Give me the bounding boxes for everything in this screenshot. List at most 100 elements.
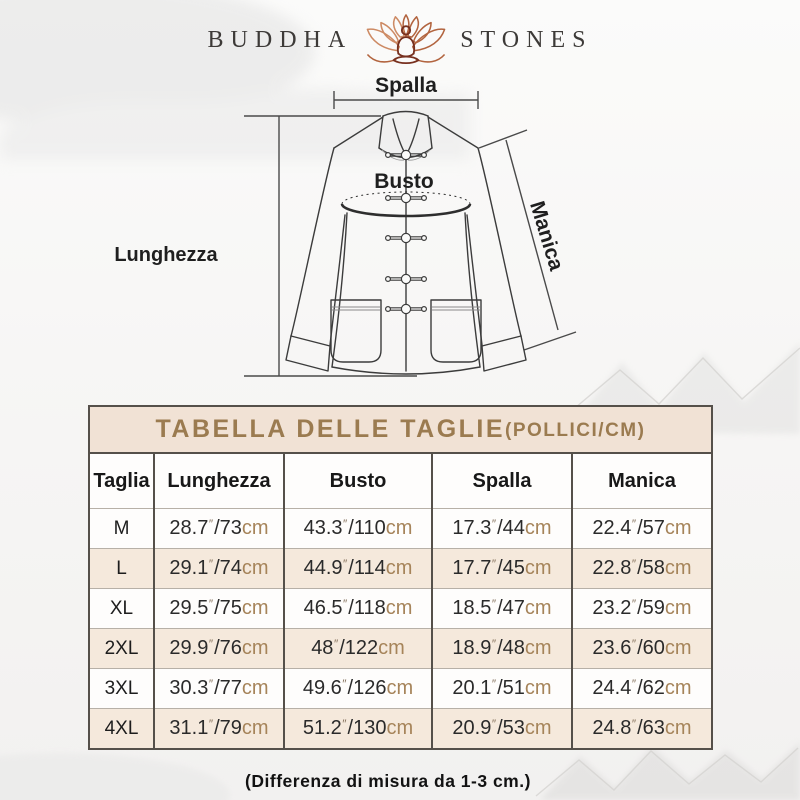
cm-unit: cm [524, 637, 552, 659]
size-value: M [90, 508, 154, 549]
column-header-spalla: Spalla [431, 454, 572, 509]
size-table: TABELLA DELLE TAGLIE (POLLICI/CM) Taglia … [88, 405, 713, 750]
bust-value: 46.5″/118cm [283, 588, 432, 629]
size-value: L [90, 548, 154, 589]
cm-unit: cm [386, 677, 414, 699]
bust-value: 44.9″/114cm [283, 548, 432, 589]
cm-unit: cm [378, 637, 405, 659]
sleeve-value: 24.8″/63cm [571, 708, 711, 748]
size-table-header-row: Taglia Lunghezza Busto Spalla Manica [90, 454, 711, 509]
brand-logo: BUDDHA STONES [0, 12, 800, 68]
length-value: 29.5″/75cm [153, 588, 284, 629]
size-value: 2XL [90, 628, 154, 669]
measure-tolerance-note: (Differenza di misura da 1-3 cm.) [245, 771, 531, 791]
inch-mark: ″ [491, 677, 497, 691]
cm-unit: cm [385, 597, 413, 619]
cm-unit: cm [524, 517, 552, 539]
cm-unit: cm [664, 557, 692, 579]
shoulder-measure-line [333, 91, 479, 109]
cm-unit: cm [664, 717, 692, 739]
cm-unit: cm [524, 677, 552, 699]
inch-mark: ″ [631, 517, 637, 531]
inch-mark: ″ [491, 717, 497, 731]
size-value: 4XL [104, 717, 139, 739]
cm-unit: cm [524, 557, 552, 579]
sleeve-value: 22.8″/58cm [571, 548, 711, 589]
bust-value: 49.6″/126cm [283, 668, 432, 709]
sleeve-value: 23.2″/59cm [571, 588, 711, 629]
shoulder-value: 20.1″/51cm [431, 668, 572, 709]
shoulder-value: 18.5″/47cm [431, 588, 572, 629]
bust-label: Busto [374, 170, 434, 193]
length-measure-line [244, 115, 417, 377]
column-header-lunghezza: Lunghezza [153, 454, 284, 509]
inch-mark: ″ [343, 597, 348, 611]
frog-button [385, 232, 428, 244]
inch-mark: ″ [491, 597, 497, 611]
cm-unit: cm [386, 717, 414, 739]
brand-name-left: BUDDHA [207, 26, 353, 53]
inch-mark: ″ [208, 557, 214, 571]
cm-unit: cm [524, 717, 552, 739]
cm-unit: cm [241, 597, 269, 619]
table-row: L 29.1″/74cm 44.9″/114cm 17.7″/45cm 22.8… [90, 548, 711, 589]
size-table-title-text: TABELLA DELLE TAGLIE [155, 415, 506, 443]
size-value: 3XL [90, 668, 154, 709]
length-value: 29.1″/74cm [153, 548, 284, 589]
cm-unit: cm [241, 637, 269, 659]
table-row: M 28.7″/73cm 43.3″/110cm 17.3″/44cm 22.4… [90, 508, 711, 549]
cm-unit: cm [241, 517, 269, 539]
cm-unit: cm [385, 557, 413, 579]
cm-unit: cm [524, 597, 552, 619]
frog-button [385, 192, 428, 204]
inch-mark: ″ [491, 637, 497, 651]
inch-mark: ″ [342, 717, 347, 731]
chest-ellipse [340, 191, 472, 218]
shoulder-value: 20.9″/53cm [431, 708, 572, 748]
shoulder-label: Spalla [375, 74, 437, 97]
bust-value: 48″/122cm [283, 628, 432, 669]
pockets [330, 299, 482, 363]
shoulder-value: 17.3″/44cm [431, 508, 572, 549]
frog-button [385, 303, 428, 315]
lotus-meditation-icon [366, 14, 446, 65]
frog-button [385, 149, 428, 161]
inch-mark: ″ [343, 517, 348, 531]
size-value: XL [90, 588, 154, 629]
table-row: 4XL 31.1″/79cm 51.2″/130cm 20.9″/53cm 24… [90, 708, 711, 748]
cm-unit: cm [664, 597, 692, 619]
cm-unit: cm [241, 717, 269, 739]
column-header-busto: Busto [283, 454, 432, 509]
inch-mark: ″ [343, 557, 348, 571]
inch-mark: ″ [208, 517, 214, 531]
inch-mark: ″ [342, 677, 347, 691]
shoulder-value: 18.9″/48cm [431, 628, 572, 669]
cm-unit: cm [664, 637, 692, 659]
measurement-lines [244, 91, 577, 377]
cm-unit: cm [664, 677, 692, 699]
size-table-title: TABELLA DELLE TAGLIE (POLLICI/CM) [90, 407, 711, 454]
column-header-taglia: Taglia [90, 454, 154, 509]
inch-mark: ″ [208, 597, 214, 611]
length-label: Lunghezza [114, 244, 218, 266]
inch-mark: ″ [631, 637, 637, 651]
inch-mark: ″ [208, 677, 214, 691]
table-row: XL 29.5″/75cm 46.5″/118cm 18.5″/47cm 23.… [90, 588, 711, 629]
length-value: 28.7″/73cm [153, 508, 284, 549]
sleeve-value: 24.4″/62cm [571, 668, 711, 709]
size-table-grid: Taglia Lunghezza Busto Spalla Manica M 2… [90, 454, 711, 748]
length-value: 30.3″/77cm [153, 668, 284, 709]
table-row: 3XL 30.3″/77cm 49.6″/126cm 20.1″/51cm 24… [90, 668, 711, 709]
inch-mark: ″ [333, 637, 339, 651]
inch-mark: ″ [491, 517, 497, 531]
brand-name-right: STONES [460, 26, 593, 53]
length-value: 31.1″/79cm [153, 708, 284, 748]
inch-mark: ″ [631, 717, 637, 731]
cm-unit: cm [241, 677, 269, 699]
frog-buttons [385, 149, 428, 315]
length-value: 29.9″/76cm [153, 628, 284, 669]
table-row: 2XL 29.9″/76cm 48″/122cm 18.9″/48cm 23.6… [90, 628, 711, 669]
inch-mark: ″ [631, 557, 637, 571]
size-table-title-units: (POLLICI/CM) [505, 419, 646, 441]
bust-value: 51.2″/130cm [283, 708, 432, 748]
